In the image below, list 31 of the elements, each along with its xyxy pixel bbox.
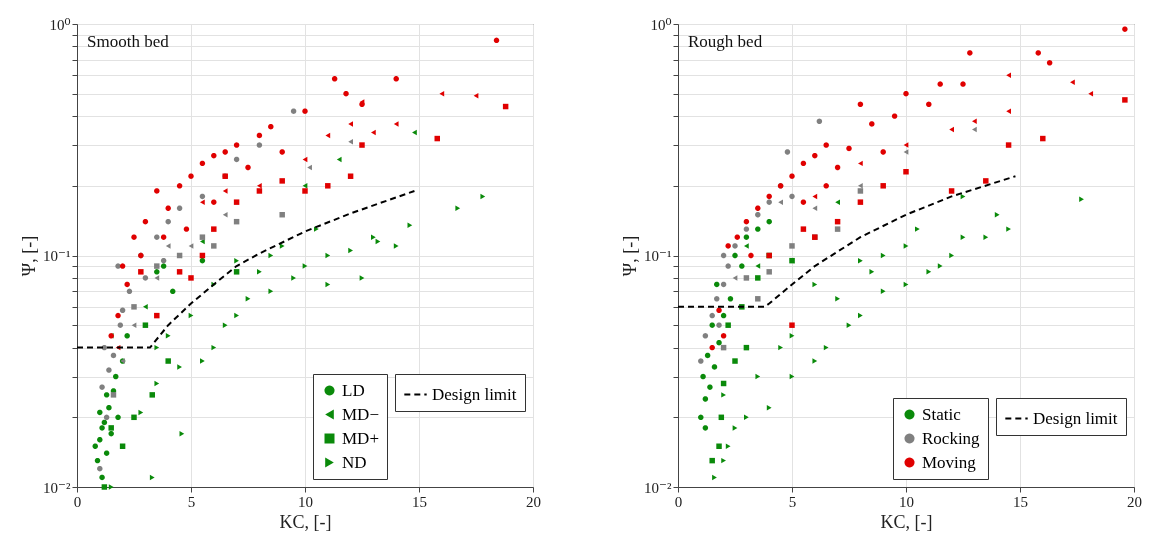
- x-tick-label: 20: [1127, 493, 1142, 510]
- x-axis-title: KC, [-]: [880, 511, 933, 532]
- y-tick-label: 10⁰: [650, 16, 672, 33]
- x-tick-label: 0: [674, 493, 683, 510]
- legend-label: LD: [342, 380, 365, 400]
- legend-label: MD−: [342, 404, 379, 424]
- y-tick-label: 10⁻¹: [644, 248, 672, 264]
- y-tick-label: 10⁻²: [644, 479, 672, 496]
- y-tick-label: 10⁰: [49, 16, 71, 33]
- x-tick-label: 10: [899, 493, 914, 510]
- x-tick-label: 15: [412, 493, 427, 510]
- legend-label: ND: [342, 452, 367, 472]
- y-tick-label: 10⁻¹: [43, 248, 71, 264]
- x-tick-label: 10: [298, 493, 313, 510]
- annotation: Smooth bed: [87, 32, 170, 51]
- legend-label: MD+: [342, 428, 379, 448]
- legend-label: Design limit: [1033, 408, 1118, 428]
- x-tick-label: 0: [73, 493, 82, 510]
- legend-label: Moving: [922, 452, 977, 472]
- y-tick-label: 10⁻²: [43, 479, 71, 496]
- legend-label: Rocking: [922, 428, 981, 448]
- x-tick-label: 20: [526, 493, 541, 510]
- legend-label: Static: [922, 404, 962, 424]
- annotation: Rough bed: [688, 32, 763, 51]
- x-axis-title: KC, [-]: [279, 511, 332, 532]
- y-axis-title: Ψ, [-]: [19, 235, 40, 277]
- y-axis-title: Ψ, [-]: [620, 235, 641, 277]
- legend-label: Design limit: [432, 384, 517, 404]
- x-tick-label: 15: [1013, 493, 1028, 510]
- x-tick-label: 5: [187, 493, 196, 510]
- x-tick-label: 5: [788, 493, 797, 510]
